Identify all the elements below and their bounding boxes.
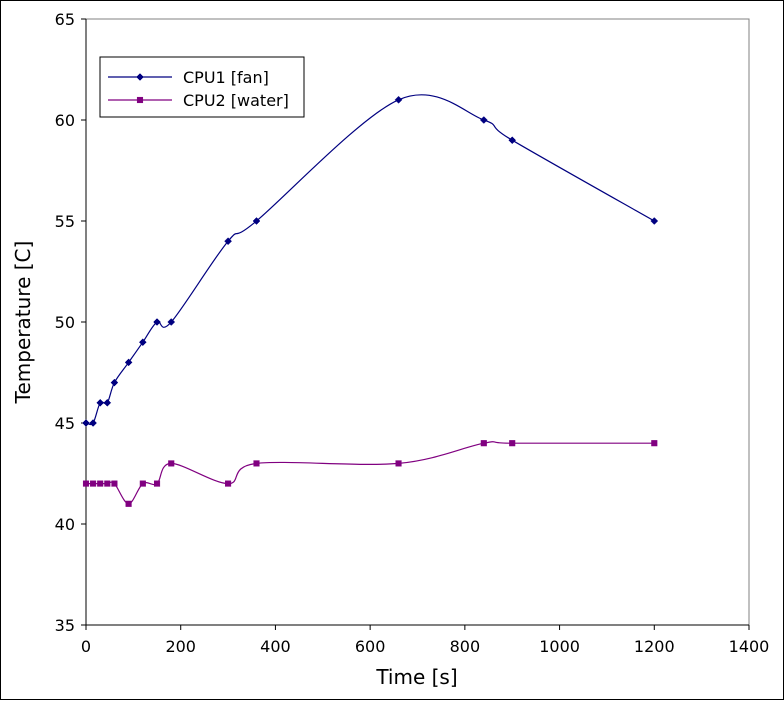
data-point [650,217,659,225]
data-point [395,460,402,467]
data-point [103,398,112,407]
data-point [168,460,175,467]
x-axis-label: Time [s] [375,665,457,689]
x-tick-label: 1400 [729,637,770,656]
data-point [651,440,658,447]
y-tick-label: 50 [55,313,75,332]
data-point [224,237,232,246]
y-tick-label: 55 [55,212,75,231]
x-tick-label: 1200 [634,637,675,656]
x-tick-label: 0 [81,637,91,656]
y-tick-label: 65 [55,10,75,29]
data-point [394,95,403,104]
y-tick-label: 45 [55,414,75,433]
series-layer [82,94,659,507]
data-point [153,318,161,326]
data-point [89,419,97,427]
y-axis-ticks: 35 40 45 50 55 60 65 [55,10,86,635]
legend-box [99,56,305,118]
x-tick-label: 200 [165,637,196,656]
data-point [90,480,97,487]
data-point [82,419,90,427]
data-point [167,318,176,326]
x-axis-ticks: 0 200 400 600 800 1000 1200 1400 [81,625,769,656]
data-point [124,358,133,367]
data-point [138,338,147,347]
data-point [139,480,146,487]
data-point [111,480,118,487]
series-2 [82,440,658,507]
x-tick-label: 1000 [539,637,580,656]
data-point [104,480,111,487]
y-tick-label: 35 [55,616,75,635]
data-point [509,440,516,447]
data-point [479,116,488,124]
data-point [508,136,517,145]
data-point [82,480,90,487]
data-point [252,217,261,225]
y-tick-label: 40 [55,515,75,534]
data-point [153,480,161,487]
x-tick-label: 600 [355,637,386,656]
data-point [225,480,232,487]
data-point [96,398,105,407]
y-tick-label: 60 [55,111,75,130]
legend: CPU1 [fan] CPU2 [water] [99,56,305,118]
legend-swatch-marker [136,73,144,81]
legend-label: CPU1 [fan] [183,68,269,87]
data-point [110,378,119,387]
data-point [125,500,132,507]
plot-area [85,18,750,626]
data-point [97,480,104,487]
data-point [253,460,260,467]
series-1 [82,94,659,427]
data-point [480,440,487,447]
legend-label: CPU2 [water] [183,91,289,110]
x-tick-label: 800 [450,637,481,656]
legend-swatch-marker [136,96,144,104]
x-tick-label: 400 [260,637,291,656]
y-axis-label: Temperature [C] [11,241,35,405]
